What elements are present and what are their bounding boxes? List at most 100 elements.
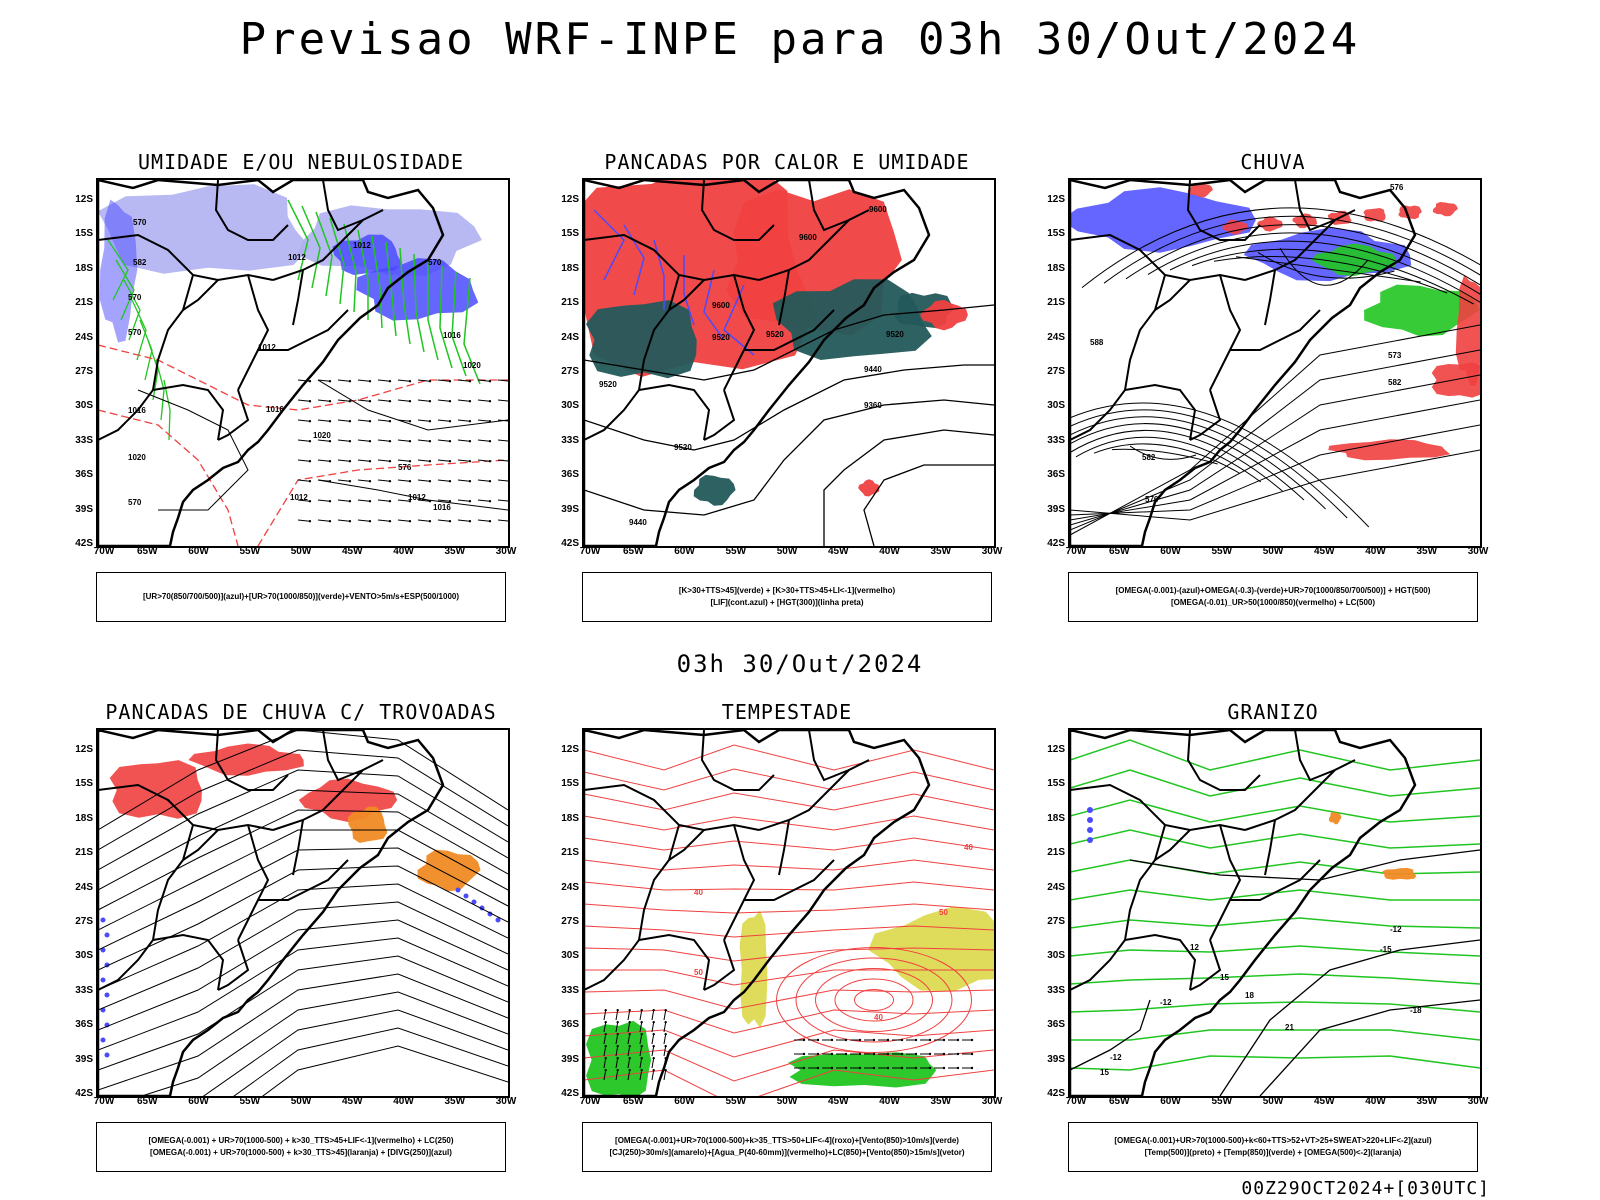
humidity-contour — [463, 277, 481, 385]
wind-vector-head — [604, 1044, 607, 1048]
wind-vector-head — [448, 399, 452, 403]
geopotential-contour — [1111, 448, 1218, 465]
contour-label: -12 — [1110, 1053, 1122, 1062]
political-border — [584, 783, 760, 832]
political-border — [98, 824, 194, 991]
contour-label: 9440 — [864, 365, 882, 374]
contour-label: 1012 — [258, 343, 276, 352]
wind-vector-head — [872, 1038, 876, 1042]
precipitable-water-contour — [584, 792, 994, 811]
longitude-label: 30W — [1467, 1096, 1489, 1107]
humidity-contour — [107, 239, 129, 301]
wind-vector-head — [368, 379, 372, 383]
wind-vector — [603, 1058, 607, 1069]
panel-title-chuva: CHUVA — [1240, 150, 1306, 174]
contour-label: 40 — [964, 843, 973, 852]
wind-vector-head — [886, 1052, 890, 1056]
contour-label: -18 — [1410, 1006, 1422, 1015]
wind-vector — [317, 419, 330, 422]
wind-vector-head — [604, 1032, 607, 1036]
hgt300-contour — [584, 304, 994, 381]
wind-vector-head — [858, 1038, 862, 1042]
wind-vector-head — [640, 1020, 643, 1024]
wind-vector — [627, 1058, 631, 1069]
precipitable-water-contour — [584, 837, 994, 851]
contour-label: 576 — [1390, 183, 1404, 192]
k-index-area — [693, 474, 736, 506]
wind-vector-head — [388, 459, 392, 463]
divergence-mark — [100, 977, 106, 983]
contour-label: 9440 — [629, 518, 647, 527]
wind-vector-head — [328, 399, 332, 403]
wind-vector — [417, 399, 430, 402]
wind-vector — [357, 419, 370, 422]
political-border — [322, 180, 364, 232]
rain-area — [1398, 205, 1422, 220]
latitude-label: 36S — [1047, 469, 1065, 481]
wind-vector-head — [886, 1038, 890, 1042]
streamline-250 — [233, 1027, 508, 1096]
wind-vector — [651, 1034, 655, 1045]
temp850-contour — [1070, 1055, 1480, 1071]
contour-label: 582 — [1388, 378, 1402, 387]
legend-pancadas-por-calor-e-umidade: [K>30+TTS>45](verde) + [K>30+TTS>45+LI<-… — [582, 572, 992, 622]
longitude-label: 45W — [1313, 546, 1335, 557]
latitude-label: 27S — [1047, 366, 1065, 377]
longitude-label: 60W — [188, 546, 209, 557]
wind-vector — [297, 519, 310, 522]
wind-vector-head — [604, 1020, 607, 1024]
wind-vector-head — [858, 1066, 862, 1070]
political-border — [668, 279, 705, 311]
wind-vector — [357, 479, 370, 482]
humidity-contour — [163, 379, 171, 441]
wind-vector-head — [928, 1066, 932, 1070]
latitude-label: 42S — [75, 1088, 93, 1099]
divergence-mark — [463, 893, 469, 899]
legend-umidade-e-ou-nebulosidade: [UR>70(850/700/500)](azul)+[UR>70(1000/8… — [96, 572, 506, 622]
streamline-250 — [98, 901, 508, 1011]
divergence-mark — [104, 992, 110, 998]
panel-title-pancadas-de-chuva-c-trovoadas: PANCADAS DE CHUVA C/ TROVOADAS — [105, 700, 497, 724]
wind-vector — [477, 439, 490, 442]
coastline — [98, 180, 445, 546]
wind-vector — [437, 519, 450, 522]
wind-vector-head — [816, 1066, 820, 1070]
wind-vector — [317, 479, 330, 482]
latitude-label: 33S — [1047, 984, 1065, 996]
divergence-mark — [104, 1052, 110, 1058]
wind-vector-head — [448, 479, 452, 483]
wind-vector-head — [368, 479, 372, 483]
latitude-label: 18S — [75, 262, 93, 274]
streamline-250 — [98, 919, 508, 1031]
wind-vector-head — [388, 519, 392, 523]
latitude-label: 24S — [561, 331, 579, 343]
political-border — [1124, 383, 1197, 441]
contour-label: 9520 — [674, 443, 692, 452]
contour-label: 1012 — [353, 241, 371, 250]
divergence-mark — [495, 917, 501, 923]
wind-vector — [297, 399, 310, 402]
longitude-label: 35W — [930, 1096, 952, 1107]
wind-vector — [639, 1022, 643, 1033]
wind-vector — [639, 1034, 643, 1045]
wind-vector-head — [408, 379, 412, 383]
contour-label: 15 — [1220, 973, 1229, 982]
wind-vector — [663, 1046, 667, 1057]
thickness-line — [257, 459, 508, 546]
contour-label: 582 — [133, 258, 147, 267]
hgt300-contour — [584, 399, 994, 516]
wind-vector-head — [928, 1038, 932, 1042]
political-border — [1230, 859, 1321, 901]
wind-vector — [497, 399, 508, 402]
wind-vector-head — [928, 1052, 932, 1056]
wind-vector-head — [914, 1066, 918, 1070]
wind-vector-head — [348, 379, 352, 383]
wind-vector-head — [428, 379, 432, 383]
longitude-label: 50W — [776, 546, 798, 557]
wind-vector — [615, 1022, 619, 1033]
wind-vector — [417, 519, 430, 522]
wind-vector-head — [408, 439, 412, 443]
panel-title-tempestade: TEMPESTADE — [721, 700, 853, 724]
latitude-label: 15S — [561, 778, 579, 790]
wind-vector — [651, 1058, 655, 1069]
